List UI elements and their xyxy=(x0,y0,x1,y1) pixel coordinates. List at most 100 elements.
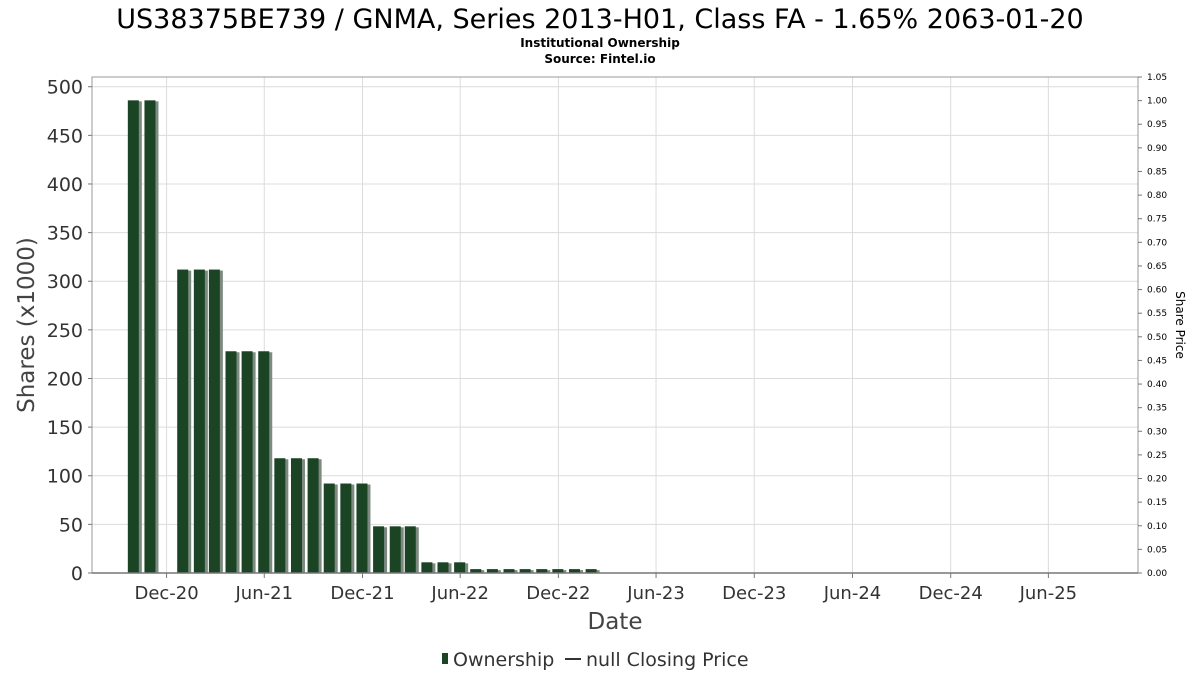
ownership-bar xyxy=(568,569,583,573)
y2-tick-label: 0.75 xyxy=(1147,215,1167,225)
x-tick-label: Jun-21 xyxy=(235,583,294,604)
y2-tick-label: 1.05 xyxy=(1147,73,1167,83)
ownership-bar xyxy=(536,569,551,573)
ownership-bar xyxy=(373,526,388,573)
ownership-bar-face xyxy=(552,569,564,573)
ownership-bar-face xyxy=(421,562,433,573)
legend-ownership-label: Ownership xyxy=(453,649,554,671)
ownership-bar-face xyxy=(437,562,449,573)
ownership-bar-face xyxy=(144,100,156,573)
ownership-bar-face xyxy=(568,569,580,573)
ownership-bar xyxy=(389,526,404,573)
x-tick-label: Dec-22 xyxy=(526,583,590,604)
ownership-bar xyxy=(503,569,518,573)
y2-tick-label: 0.35 xyxy=(1147,404,1167,414)
ownership-bar-face xyxy=(323,483,335,573)
ownership-bar-face xyxy=(389,526,401,573)
ownership-bar xyxy=(127,100,142,573)
y2-axis-ticks: 0.00 0.05 0.10 0.15 0.20 0.25 0.30 0.35 0.40 0.45… xyxy=(1138,73,1167,579)
ownership-bar-face xyxy=(177,269,189,573)
y2-tick-label: 0.05 xyxy=(1147,545,1167,555)
y2-axis-label: Share Price xyxy=(1173,291,1187,359)
chart-subtitle-line-2: Source: Fintel.io xyxy=(544,52,655,66)
x-tick-label: Jun-24 xyxy=(823,583,882,604)
ownership-bar xyxy=(340,483,355,573)
ownership-bar-face xyxy=(274,458,286,573)
ownership-bar-face xyxy=(258,351,270,573)
ownership-bar xyxy=(225,351,240,573)
ownership-bar xyxy=(323,483,338,573)
ownership-bar xyxy=(144,100,159,573)
ownership-bar-face xyxy=(470,569,482,573)
ownership-bar xyxy=(486,569,501,573)
legend-ownership-swatch xyxy=(442,653,448,664)
ownership-bar xyxy=(404,526,419,573)
y-tick-label: 350 xyxy=(47,223,83,245)
chart-subtitle-line-1: Institutional Ownership xyxy=(520,36,680,50)
y2-tick-label: 0.15 xyxy=(1147,498,1167,508)
x-axis-ticks: Dec-20 Jun-21 Dec-21 Jun-22 Dec-22 Jun-23 Dec-… xyxy=(134,573,1077,604)
x-tick-label: Jun-25 xyxy=(1019,583,1078,604)
chart-title: US38375BE739 / GNMA, Series 2013-H01, Cl… xyxy=(116,4,1083,35)
ownership-bar xyxy=(519,569,534,573)
y2-tick-label: 0.50 xyxy=(1147,333,1167,343)
ownership-bar-face xyxy=(503,569,515,573)
ownership-bar xyxy=(307,458,322,573)
x-tick-label: Dec-21 xyxy=(330,583,394,604)
ownership-bar-face xyxy=(373,526,385,573)
ownership-bar xyxy=(552,569,567,573)
y-tick-label: 400 xyxy=(47,174,83,196)
ownership-bar-face xyxy=(193,269,205,573)
y2-tick-label: 0.55 xyxy=(1147,309,1167,319)
x-tick-label: Dec-23 xyxy=(722,583,786,604)
ownership-bar xyxy=(177,269,192,573)
ownership-bar xyxy=(437,562,452,573)
y2-tick-label: 0.80 xyxy=(1147,191,1167,201)
ownership-bar-face xyxy=(307,458,319,573)
ownership-bar-face xyxy=(585,569,597,573)
y2-tick-label: 0.65 xyxy=(1147,262,1167,272)
y-tick-label: 300 xyxy=(47,271,83,293)
y2-tick-label: 0.30 xyxy=(1147,427,1167,437)
x-tick-label: Dec-20 xyxy=(134,583,198,604)
y-tick-label: 50 xyxy=(59,514,83,536)
ownership-bar-face xyxy=(356,483,368,573)
ownership-bar xyxy=(470,569,485,573)
ownership-bar-face xyxy=(241,351,253,573)
y2-tick-label: 0.90 xyxy=(1147,144,1167,154)
y-tick-label: 150 xyxy=(47,417,83,439)
y-axis-ticks: 0 50 100 150 200 250 300 350 400 450 500 xyxy=(47,77,92,585)
ownership-bar-face xyxy=(486,569,498,573)
y-tick-label: 250 xyxy=(47,320,83,342)
ownership-bar-face xyxy=(225,351,237,573)
legend: Ownership null Closing Price xyxy=(442,649,749,671)
y2-tick-label: 0.70 xyxy=(1147,238,1167,248)
ownership-bar-face xyxy=(404,526,416,573)
y2-tick-label: 0.40 xyxy=(1147,380,1167,390)
ownership-bar-face xyxy=(127,100,139,573)
y-tick-label: 0 xyxy=(71,563,83,585)
y2-tick-label: 0.85 xyxy=(1147,167,1167,177)
ownership-bar xyxy=(585,569,600,573)
y-tick-label: 450 xyxy=(47,125,83,147)
x-axis-label: Date xyxy=(588,609,643,635)
y2-tick-label: 0.20 xyxy=(1147,475,1167,485)
ownership-bar xyxy=(454,562,469,573)
y2-tick-label: 0.10 xyxy=(1147,522,1167,532)
y-axis-label: Shares (x1000) xyxy=(14,237,40,413)
ownership-bar-face xyxy=(536,569,548,573)
y2-tick-label: 0.60 xyxy=(1147,286,1167,296)
x-tick-label: Jun-22 xyxy=(430,583,489,604)
y2-tick-label: 1.00 xyxy=(1147,97,1167,107)
ownership-bar-face xyxy=(290,458,302,573)
y-tick-label: 100 xyxy=(47,466,83,488)
ownership-bar xyxy=(421,562,436,573)
ownership-bar xyxy=(241,351,256,573)
bars xyxy=(127,100,600,573)
ownership-bar xyxy=(356,483,371,573)
x-tick-label: Dec-24 xyxy=(919,583,983,604)
legend-closing-price-label: null Closing Price xyxy=(586,649,749,671)
ownership-bar-face xyxy=(454,562,466,573)
ownership-bar-face xyxy=(519,569,531,573)
